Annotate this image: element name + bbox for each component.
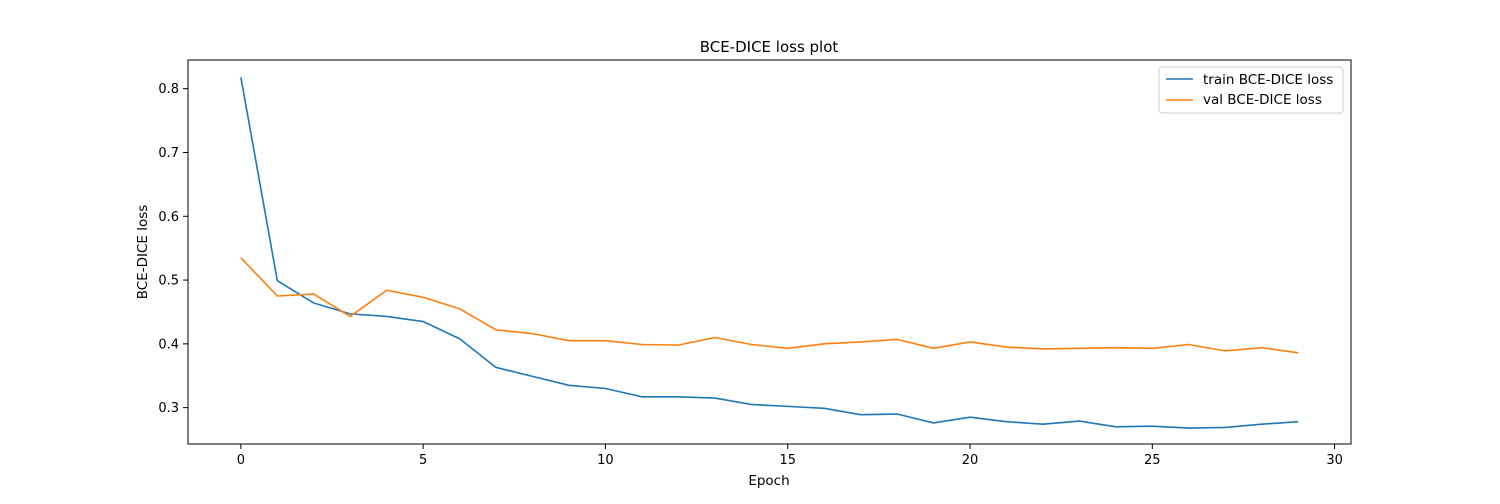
x-tick-label: 25 (1144, 453, 1161, 468)
x-tick-label: 15 (779, 453, 796, 468)
legend-label-train: train BCE-DICE loss (1203, 72, 1333, 88)
series-line-0 (240, 77, 1299, 429)
x-tick-label: 20 (962, 453, 979, 468)
y-axis-label: BCE-DICE loss (135, 205, 151, 300)
legend-label-val: val BCE-DICE loss (1203, 92, 1322, 108)
y-tick-label: 0.8 (158, 82, 179, 97)
y-tick-label: 0.7 (158, 146, 179, 161)
legend: train BCE-DICE loss val BCE-DICE loss (1158, 66, 1344, 114)
y-tick-label: 0.3 (158, 401, 179, 416)
y-axis: 0.3 0.4 0.5 0.6 0.7 0.8 (158, 82, 188, 416)
y-tick-label: 0.5 (158, 274, 179, 289)
series-line-1 (240, 257, 1299, 354)
chart-title: BCE-DICE loss plot (700, 38, 839, 56)
y-tick-label: 0.6 (158, 210, 179, 225)
y-tick-label: 0.4 (158, 337, 179, 352)
plot-lines (240, 77, 1299, 429)
x-tick-label: 5 (419, 453, 427, 468)
legend-box (1158, 66, 1344, 114)
x-axis: 0 5 10 15 20 25 30 (237, 444, 1343, 468)
axes-frame (187, 59, 1352, 445)
x-tick-label: 30 (1326, 453, 1343, 468)
x-axis-label: Epoch (748, 473, 789, 489)
x-tick-label: 0 (237, 453, 245, 468)
x-tick-label: 10 (597, 453, 614, 468)
